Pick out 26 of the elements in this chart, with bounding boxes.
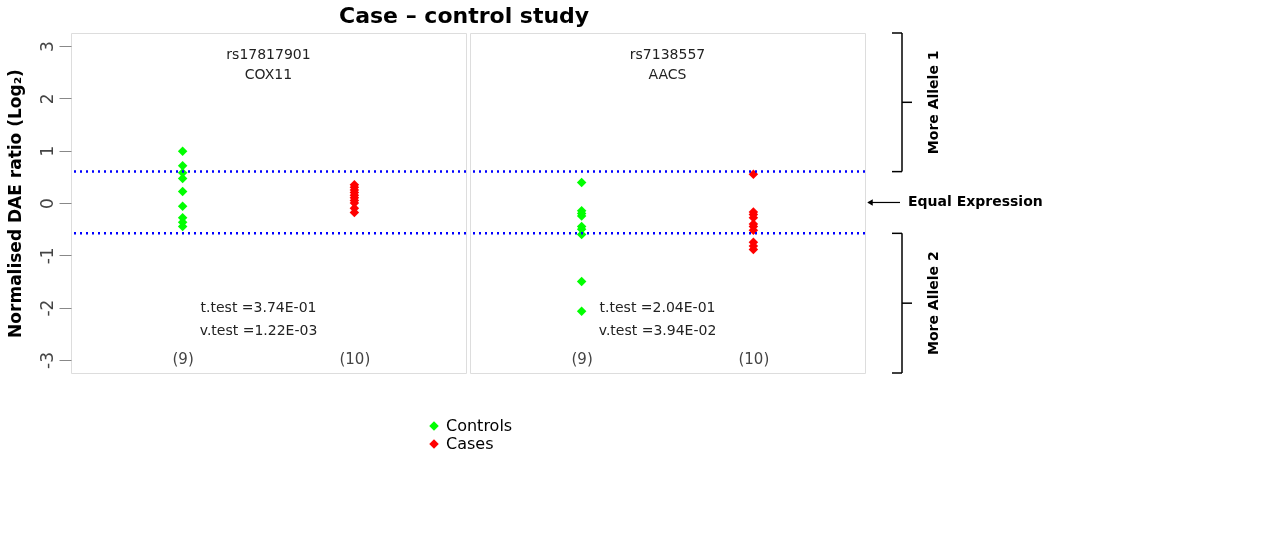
legend-label: Controls <box>446 416 513 435</box>
y-tick-label: 1 <box>36 145 57 157</box>
text: More Allele 2 <box>925 251 941 356</box>
text: Equal Expression <box>908 193 1043 210</box>
annotation: rs7138557 <box>629 46 706 62</box>
annotation: t.test =2.04E-01 <box>599 299 716 315</box>
annotation: COX11 <box>244 66 293 82</box>
annotation: v.test =3.94E-02 <box>598 322 717 338</box>
y-tick-label: 0 <box>36 198 57 209</box>
y-tick-label: -2 <box>36 299 57 317</box>
text: More Allele 1 <box>925 50 941 155</box>
x-tick-label: (10) <box>738 349 770 368</box>
x-tick-label: (9) <box>172 349 194 368</box>
chart-title: Case – control study <box>339 3 590 29</box>
annotation: rs17817901 <box>226 46 311 62</box>
y-tick-label: -3 <box>36 351 57 369</box>
annotation: v.test =1.22E-03 <box>199 322 318 338</box>
x-tick-label: (10) <box>339 349 371 368</box>
x-tick-label: (9) <box>571 349 593 368</box>
y-axis-title: Normalised DAE ratio (Log₂) <box>4 69 25 338</box>
annotation: AACS <box>648 66 687 82</box>
y-tick-label: 3 <box>36 41 57 52</box>
y-tick-label: 2 <box>36 93 57 105</box>
legend-label: Cases <box>446 434 494 453</box>
y-tick-label: -1 <box>36 247 57 265</box>
annotation: t.test =3.74E-01 <box>200 299 317 315</box>
